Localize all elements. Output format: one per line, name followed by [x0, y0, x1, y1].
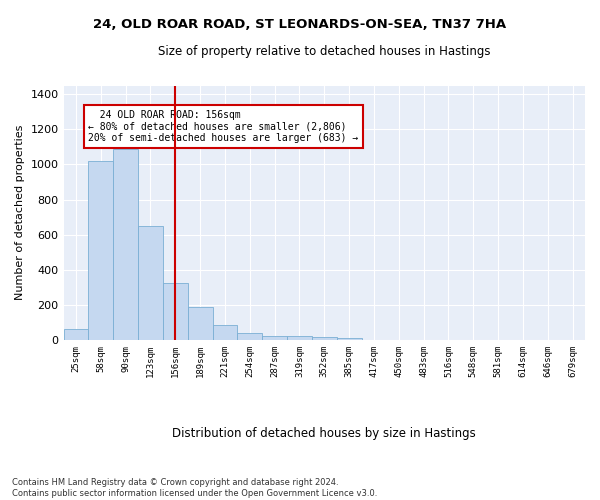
Bar: [163, 283, 188, 340]
Text: 24 OLD ROAR ROAD: 156sqm
← 80% of detached houses are smaller (2,806)
20% of sem: 24 OLD ROAR ROAD: 156sqm ← 80% of detach…: [88, 110, 359, 144]
Bar: [212, 325, 238, 340]
X-axis label: Distribution of detached houses by size in Hastings: Distribution of detached houses by size …: [172, 427, 476, 440]
Bar: [312, 338, 337, 340]
Bar: [188, 306, 212, 340]
Bar: [287, 336, 312, 340]
Text: 24, OLD ROAR ROAD, ST LEONARDS-ON-SEA, TN37 7HA: 24, OLD ROAR ROAD, ST LEONARDS-ON-SEA, T…: [94, 18, 506, 30]
Text: Contains HM Land Registry data © Crown copyright and database right 2024.
Contai: Contains HM Land Registry data © Crown c…: [12, 478, 377, 498]
Bar: [113, 148, 138, 340]
Bar: [88, 161, 113, 340]
Title: Size of property relative to detached houses in Hastings: Size of property relative to detached ho…: [158, 45, 491, 58]
Bar: [238, 332, 262, 340]
Bar: [337, 338, 362, 340]
Bar: [64, 329, 88, 340]
Bar: [262, 336, 287, 340]
Y-axis label: Number of detached properties: Number of detached properties: [15, 125, 25, 300]
Bar: [138, 226, 163, 340]
